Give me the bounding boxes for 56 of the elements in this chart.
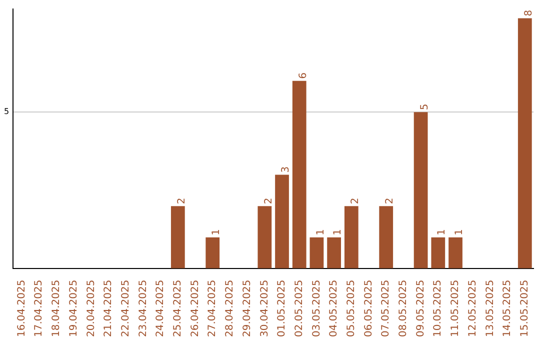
bar	[431, 237, 446, 268]
x-tick-label: 09.05.2025	[415, 280, 426, 338]
data-label: 2	[263, 198, 274, 204]
data-label: 1	[454, 229, 466, 236]
x-tick-label: 06.05.2025	[363, 280, 374, 338]
data-label: 2	[350, 198, 361, 204]
x-tick-label: 22.04.2025	[120, 280, 132, 338]
x-tick-label: 08.05.2025	[398, 280, 410, 338]
x-tick-label: 03.05.2025	[311, 280, 322, 338]
x-tick-label: 14.05.2025	[502, 280, 514, 338]
x-tick-label: 13.05.2025	[484, 280, 496, 338]
x-tick-label: 02.05.2025	[294, 280, 305, 338]
bar	[518, 18, 532, 268]
data-label: 5	[419, 104, 430, 110]
x-tick-label: 10.05.2025	[432, 280, 444, 338]
x-tick-label: 20.04.2025	[86, 280, 97, 338]
x-tick-label: 21.04.2025	[103, 280, 114, 338]
x-tick-label: 26.04.2025	[190, 280, 201, 338]
x-tick-label: 12.05.2025	[467, 280, 478, 338]
x-tick-label: 29.04.2025	[242, 280, 253, 338]
bar	[310, 237, 324, 268]
x-tick-label: 18.04.2025	[51, 280, 62, 338]
bar	[327, 237, 341, 268]
x-tick-label: 28.04.2025	[224, 280, 236, 338]
x-tick-label: 07.05.2025	[380, 280, 392, 338]
x-tick-label: 16.04.2025	[16, 280, 28, 338]
x-tick-label: 27.04.2025	[207, 280, 218, 338]
bar	[275, 174, 289, 268]
data-label: 1	[332, 229, 344, 236]
data-label: 8	[523, 10, 534, 16]
x-tick-label: 11.05.2025	[450, 280, 462, 338]
x-tick-label: 01.05.2025	[276, 280, 288, 338]
x-tick-label: 24.04.2025	[155, 280, 166, 338]
data-label: 6	[298, 72, 309, 79]
bar	[448, 237, 462, 268]
x-tick-label: 17.04.2025	[34, 280, 45, 338]
bar	[258, 206, 272, 268]
data-label: 1	[211, 229, 222, 236]
x-tick-label: 25.04.2025	[172, 280, 184, 338]
data-label: 2	[384, 198, 396, 204]
data-label: 1	[436, 229, 448, 236]
bar	[414, 112, 428, 268]
data-label: 1	[315, 229, 326, 236]
x-tick-label: 04.05.2025	[328, 280, 340, 338]
data-label: 3	[280, 166, 292, 173]
x-tick-label: 15.05.2025	[519, 280, 530, 338]
bar	[379, 206, 394, 268]
bar	[206, 237, 220, 268]
bar	[170, 206, 185, 268]
bar	[292, 80, 306, 268]
data-label: 2	[176, 198, 188, 204]
x-tick-label: 23.04.2025	[138, 280, 149, 338]
x-tick-label: 05.05.2025	[346, 280, 357, 338]
x-tick-label: 19.04.2025	[68, 280, 80, 338]
x-tick-label: 30.04.2025	[259, 280, 270, 338]
bar	[344, 206, 358, 268]
